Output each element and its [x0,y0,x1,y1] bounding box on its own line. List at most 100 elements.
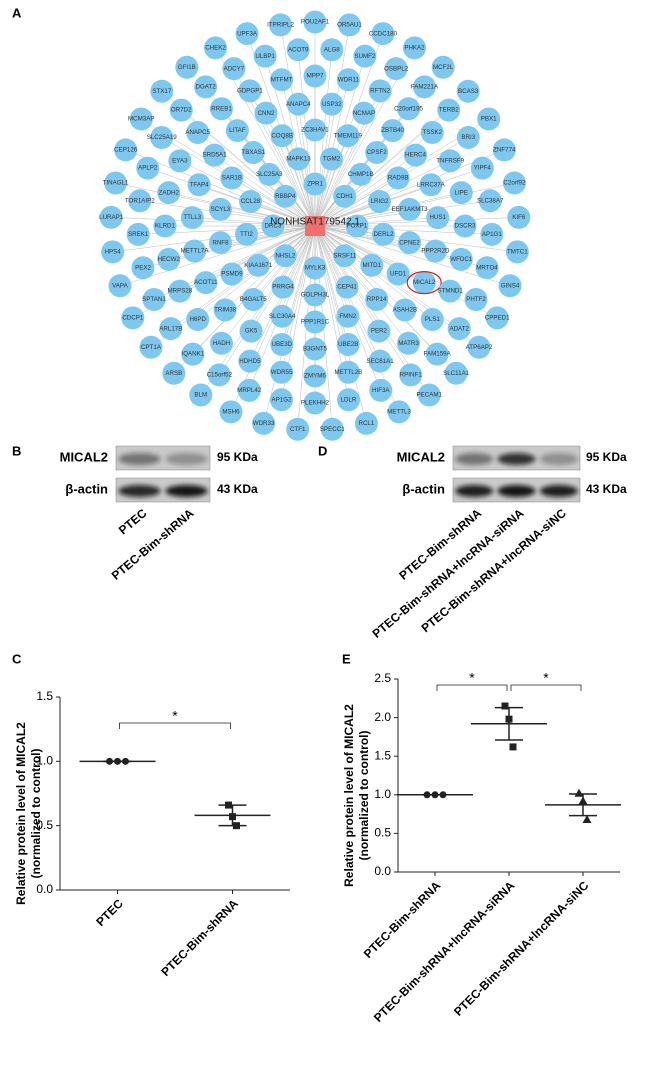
node [273,184,297,208]
x-tick-label: PTEC-Bim-shRNA+lncRNA-siNC [451,878,591,1018]
node [398,197,422,221]
node-label: NCMAP [353,110,375,117]
y-axis-label: (normalized to control) [29,749,43,879]
node [365,288,389,312]
node [153,214,177,238]
node [169,98,193,122]
node-label: WDR55 [271,369,293,376]
node-label: TSSK2 [422,129,442,136]
node [168,149,192,173]
node [336,304,360,328]
node-label: WDR11 [338,76,360,83]
significance-label: * [469,670,475,686]
node-label: FOXP1 [347,223,368,230]
node-label: UBE3D [271,341,292,348]
node [475,256,499,280]
node [412,271,436,295]
node [303,337,327,361]
node-label: DSCR3 [455,223,477,230]
point [431,791,439,799]
edge [314,225,406,311]
node [333,244,357,268]
node [99,205,123,229]
node-label: PRRG4 [272,284,294,291]
node [403,143,427,167]
node-label: MATR3 [398,340,419,347]
panel-label: A [12,5,22,20]
node [467,335,491,359]
node [186,308,210,332]
node-label: RPP14 [367,296,387,303]
node [502,171,526,195]
node-label: MICAL2 [413,279,436,286]
node [412,75,436,99]
node [209,97,233,121]
node-label: CCDC180 [369,30,398,37]
node [128,189,152,213]
node [237,378,261,402]
node [254,101,278,125]
node [353,44,377,68]
node [480,222,504,246]
node [194,75,218,99]
y-tick-label: 0.0 [36,882,53,896]
y-tick-label: 0.5 [374,826,391,840]
node-label: CCL28 [241,198,261,205]
node-label: SEC61A1 [366,358,394,365]
node-label: DRC3 [265,223,282,230]
lane-label: PTEC-Bim-shRNA [109,506,197,583]
y-axis-label: Relative protein level of MICAL2 [342,704,356,887]
node [336,388,360,412]
node [303,118,327,142]
node [129,107,153,131]
node-label: ZNF774 [493,147,516,154]
node [208,231,232,255]
node-label: RREB1 [211,105,232,112]
node [423,239,447,263]
edge [314,225,399,275]
node-label: BLM [194,392,207,399]
node-label: SUMF2 [354,53,376,60]
band [455,453,494,465]
y-tick-label: 1.0 [36,754,53,768]
node-label: CPNE2 [399,239,420,246]
node [393,298,417,322]
node-label: OR5AU1 [337,22,362,29]
node-label: PECAM1 [417,392,443,399]
node-label: B3GNT5 [303,346,328,353]
node-label: PER2 [371,328,388,335]
panel-label: E [342,651,351,666]
node-label: MRPS28 [167,288,192,295]
node-label: USP32 [322,101,342,108]
edge [314,167,483,227]
node [270,360,294,384]
node-label: FAM159A [424,351,452,358]
node-label: ACOT9 [288,46,309,53]
node-label: ATP6AP2 [466,344,493,351]
node [239,319,263,343]
node-label: BRI3 [461,134,475,141]
node-label: C2orf92 [503,180,526,187]
y-tick-label: 2.0 [374,710,391,724]
node [225,119,249,143]
significance-bracket [436,684,508,691]
node-label: ZPR1 [307,181,323,188]
node [303,310,327,334]
node-label: C15orf52 [207,372,233,379]
node-label: ADAT2 [449,325,469,332]
node-label: ARL17B [159,325,182,332]
node-label: EYA3 [172,158,188,165]
node [238,190,262,214]
point [582,815,592,824]
node-label: ARSB [165,370,182,377]
node-label: RFTN2 [370,87,390,94]
node [507,205,531,229]
node-label: LRIG2 [371,198,389,205]
node-label: ZMYM6 [304,373,326,380]
node-label: SLC25A19 [147,134,177,141]
y-tick-label: 1.5 [374,748,391,762]
node [384,57,408,81]
node-label: KLRD1 [155,223,176,230]
highlight-ring [406,270,442,295]
node-label: BCAS3 [458,88,479,95]
